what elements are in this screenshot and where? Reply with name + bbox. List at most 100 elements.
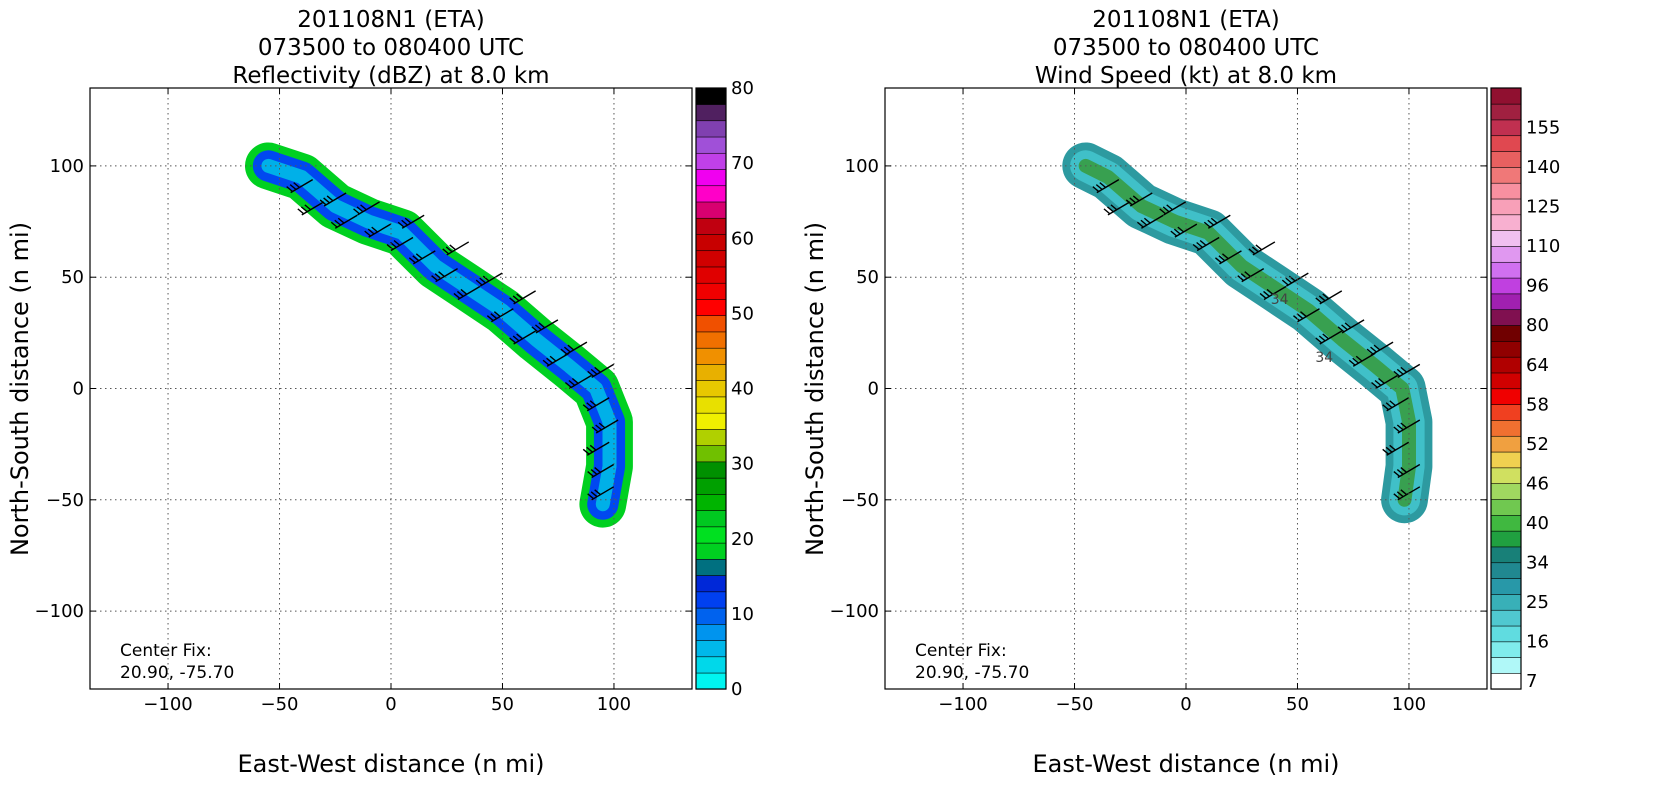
barb-staff	[569, 374, 592, 390]
y-tick-label: −50	[46, 490, 84, 511]
barb-staff	[390, 236, 414, 252]
barb-flag	[1281, 279, 1289, 286]
colorbar-tick-label: 155	[1526, 118, 1560, 139]
colorbar-segment	[1490, 530, 1522, 548]
barb-staff	[368, 223, 392, 238]
barb-flag	[560, 348, 568, 355]
barb-staff	[586, 441, 610, 456]
barb-flag	[582, 448, 590, 455]
barb-flag	[337, 217, 345, 224]
wind-barb	[1315, 330, 1343, 345]
barb-staff	[301, 201, 325, 216]
y-axis-label: North-South distance (n mi)	[6, 222, 34, 556]
barb-flag	[412, 255, 420, 262]
barb-flag	[516, 293, 524, 300]
colorbar-segment	[695, 574, 727, 593]
colorbar-segment	[695, 623, 727, 641]
barb-flag	[431, 275, 439, 282]
colorbar-segment	[1490, 609, 1522, 627]
colorbar-tick-label: 58	[1526, 394, 1549, 415]
barb-flag	[567, 344, 575, 351]
x-tick-label: −50	[261, 694, 299, 715]
barb-flag	[538, 322, 546, 329]
colorbar-segment	[695, 477, 727, 495]
chart-title-line-2: 073500 to 080400 UTC	[1053, 35, 1319, 61]
colorbar-segment	[1490, 277, 1522, 295]
barb-flag	[1259, 292, 1267, 300]
barb-flag	[546, 357, 554, 364]
barb-flag	[531, 326, 539, 333]
barb-flag	[1393, 370, 1401, 377]
barb-flag	[1263, 290, 1270, 298]
colorbar-segment	[1490, 198, 1522, 216]
barb-flag	[1143, 217, 1151, 224]
wind-barb	[560, 341, 588, 356]
barb-flag	[1370, 346, 1378, 353]
y-tick-label: 0	[73, 379, 84, 400]
colorbar-segment	[1490, 483, 1522, 500]
barb-staff	[1285, 272, 1309, 287]
barb-flag	[1315, 337, 1323, 344]
colorbar-segment	[695, 591, 727, 609]
colorbar-segment	[695, 363, 727, 381]
y-tick-label: −100	[35, 601, 84, 622]
chart-title-line-1: 201108N1 (ETA)	[297, 7, 484, 33]
wind-speed-panel: 201108N1 (ETA) 073500 to 080400 UTC Wind…	[795, 0, 1654, 787]
colorbar-tick-label: 125	[1526, 197, 1560, 218]
colorbar-segment	[1490, 404, 1522, 421]
barb-flag	[1400, 422, 1408, 429]
barb-flag	[1132, 195, 1140, 202]
barb-flag	[415, 253, 423, 260]
echo-band-layer	[244, 142, 633, 528]
colorbar-segment	[1490, 435, 1522, 453]
barb-flag	[482, 275, 490, 282]
colorbar-segment	[1490, 166, 1522, 184]
barb-flag	[1337, 326, 1345, 333]
barb-flag	[1192, 243, 1200, 251]
barb-flag	[1248, 248, 1256, 255]
barb-flag	[594, 489, 602, 496]
colorbar-segment	[1490, 103, 1522, 121]
barb-flag	[591, 426, 599, 433]
barb-flag	[563, 346, 571, 353]
barb-flag	[1371, 381, 1378, 389]
barb-flag	[598, 422, 606, 429]
barb-flag	[1382, 404, 1390, 411]
colorbar-segment	[1490, 245, 1522, 263]
barb-staff	[435, 268, 458, 283]
barb-flag	[304, 204, 312, 211]
y-tick-label: −100	[830, 601, 879, 622]
barb-flag	[356, 206, 364, 213]
barb-staff	[591, 363, 615, 378]
wind-barb	[364, 223, 392, 238]
colorbar-tick-label: 0	[731, 679, 742, 700]
barb-flag	[1170, 230, 1178, 237]
colorbar: 0 10 20 30 40 50 60 70 80	[695, 78, 754, 700]
barb-flag	[1285, 277, 1293, 284]
barb-flag	[587, 493, 595, 500]
barb-flag	[594, 366, 602, 373]
wind-barb	[408, 250, 436, 265]
colorbar-segment	[695, 185, 727, 203]
barb-flag	[509, 297, 517, 304]
wind-barb	[591, 419, 619, 434]
barb-flag	[1136, 221, 1144, 228]
colorbar-segment	[1490, 498, 1522, 516]
colorbar-tick-label: 60	[731, 228, 754, 249]
colorbar-segment	[695, 461, 727, 479]
barb-flag	[1393, 470, 1401, 478]
y-tick-label: 50	[61, 267, 84, 288]
barb-staff	[1341, 319, 1365, 334]
colorbar-segment	[695, 510, 727, 528]
barb-flag	[516, 333, 524, 340]
barb-flag	[512, 295, 520, 302]
colorbar-segment	[1490, 135, 1522, 152]
ticks	[90, 88, 692, 689]
wind-barbs	[1092, 179, 1421, 501]
barb-staff	[457, 285, 481, 301]
barb-flag	[594, 466, 602, 474]
colorbar-tick-label: 30	[731, 454, 754, 475]
colorbar-segment	[695, 347, 727, 365]
barb-staff	[586, 397, 610, 412]
barb-flag	[393, 239, 401, 247]
